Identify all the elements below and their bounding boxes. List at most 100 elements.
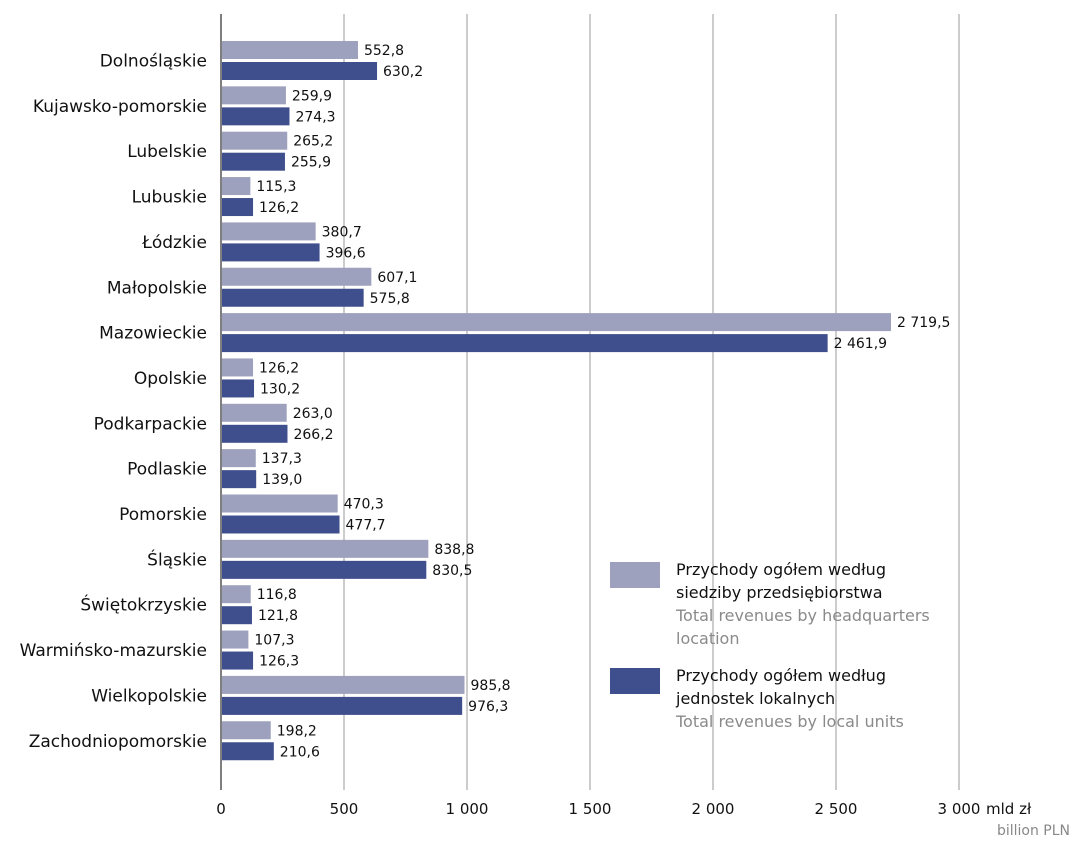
x-tick-label: 2 500 xyxy=(815,800,858,818)
legend-label-local-units-en: Total revenues by local units xyxy=(676,712,904,731)
legend-item-local-units: Przychody ogółem według jednostek lokaln… xyxy=(610,664,1050,733)
value-labels: 552,8 630,2 259,9 274,3 265,2 255,9 115,3 126,2… xyxy=(254,43,950,760)
value-label-hq: 607,1 xyxy=(377,270,417,286)
value-label-local: 126,2 xyxy=(259,200,299,216)
x-tick-label: 3 000 xyxy=(938,800,981,818)
bar-hq xyxy=(222,358,254,377)
x-tick-label: 2 000 xyxy=(692,800,735,818)
bars xyxy=(222,41,891,761)
bar-hq xyxy=(222,267,372,286)
bar-hq xyxy=(222,86,286,105)
bar-local xyxy=(222,152,285,171)
bar-local xyxy=(222,107,290,126)
value-label-local: 130,2 xyxy=(260,381,300,397)
value-label-local: 274,3 xyxy=(295,109,335,125)
legend-label-headquarters: Przychody ogółem według siedziby przedsi… xyxy=(676,560,886,602)
category-label: Podkarpackie xyxy=(94,414,207,434)
value-label-local: 830,5 xyxy=(432,563,472,579)
category-label: Łódzkie xyxy=(141,233,207,253)
legend-label-headquarters-en: Total revenues by headquarters location xyxy=(676,606,930,648)
category-label: Świętokrzyskie xyxy=(80,594,207,616)
bar-hq xyxy=(222,675,465,694)
value-label-local: 2 461,9 xyxy=(834,336,887,352)
value-label-local: 477,7 xyxy=(346,518,386,534)
bar-hq xyxy=(222,313,891,332)
bar-hq xyxy=(222,449,256,468)
category-labels: Dolnośląskie Kujawsko-pomorskie Lubelskie L… xyxy=(20,52,207,752)
value-label-local: 396,6 xyxy=(326,245,366,261)
bar-local xyxy=(222,288,364,307)
x-tick-label: 500 xyxy=(330,800,359,818)
category-label: Warmińsko-mazurskie xyxy=(20,641,207,661)
value-label-hq: 116,8 xyxy=(257,587,297,603)
value-label-hq: 263,0 xyxy=(293,406,333,422)
category-label: Śląskie xyxy=(147,548,207,570)
bar-local xyxy=(222,651,254,670)
bar-hq xyxy=(222,721,271,740)
value-label-hq: 107,3 xyxy=(254,633,294,649)
legend-swatch-local-units xyxy=(610,668,660,694)
bar-local xyxy=(222,470,257,489)
bar-local xyxy=(222,424,288,443)
value-label-hq: 838,8 xyxy=(434,542,474,558)
bar-local xyxy=(222,560,427,579)
bar-local xyxy=(222,606,252,625)
category-label: Lubelskie xyxy=(127,142,207,162)
bar-hq xyxy=(222,403,287,422)
bar-local xyxy=(222,334,828,353)
value-label-hq: 985,8 xyxy=(471,678,511,694)
category-label: Zachodniopomorskie xyxy=(29,732,207,752)
legend-label-local-units: Przychody ogółem według jednostek lokaln… xyxy=(676,666,886,708)
value-label-local: 255,9 xyxy=(291,155,331,171)
grid-lines xyxy=(343,14,960,790)
x-tick-label: 0 xyxy=(216,800,226,818)
value-label-hq: 380,7 xyxy=(322,224,362,240)
x-tick-label: 1 000 xyxy=(446,800,489,818)
value-label-hq: 126,2 xyxy=(259,360,299,376)
category-label: Podlaskie xyxy=(127,460,207,480)
bar-hq xyxy=(222,222,316,241)
bar-hq xyxy=(222,630,249,649)
value-label-hq: 552,8 xyxy=(364,43,404,59)
value-label-hq: 259,9 xyxy=(292,88,332,104)
value-label-local: 976,3 xyxy=(468,699,508,715)
value-label-local: 139,0 xyxy=(262,472,302,488)
value-label-local: 126,3 xyxy=(259,654,299,670)
bar-local xyxy=(222,198,254,217)
bar-local xyxy=(222,515,340,534)
bar-local xyxy=(222,742,274,761)
category-label: Dolnośląskie xyxy=(100,52,207,72)
value-label-local: 210,6 xyxy=(280,744,320,760)
value-label-local: 630,2 xyxy=(383,64,423,80)
bar-hq xyxy=(222,585,251,604)
value-label-hq: 137,3 xyxy=(262,451,302,467)
category-label: Lubuskie xyxy=(132,188,207,208)
bar-local xyxy=(222,62,378,80)
value-label-local: 575,8 xyxy=(370,291,410,307)
x-tick-label: 1 500 xyxy=(569,800,612,818)
bar-hq xyxy=(222,539,429,558)
category-label: Opolskie xyxy=(134,369,207,389)
legend: Przychody ogółem według siedziby przedsi… xyxy=(610,558,1050,747)
category-label: Pomorskie xyxy=(119,505,207,525)
value-label-hq: 2 719,5 xyxy=(897,315,950,331)
category-label: Małopolskie xyxy=(107,278,207,298)
value-label-hq: 115,3 xyxy=(256,179,296,195)
x-unit-label: mld zł xyxy=(986,800,1032,818)
x-tick-labels: 0 500 1 000 1 500 2 000 2 500 3 000 xyxy=(216,800,980,818)
x-unit-label-en: billion PLN xyxy=(997,823,1070,839)
bar-hq xyxy=(222,177,251,196)
bar-local xyxy=(222,696,463,715)
bar-hq xyxy=(222,41,358,59)
bar-hq xyxy=(222,494,338,513)
category-label: Mazowieckie xyxy=(99,324,207,344)
value-label-hq: 470,3 xyxy=(344,497,384,513)
value-label-local: 121,8 xyxy=(258,608,298,624)
legend-item-headquarters: Przychody ogółem według siedziby przedsi… xyxy=(610,558,1050,650)
bar-hq xyxy=(222,131,288,150)
value-label-hq: 265,2 xyxy=(293,134,333,150)
value-label-local: 266,2 xyxy=(293,427,333,443)
category-label: Wielkopolskie xyxy=(91,686,207,706)
category-label: Kujawsko-pomorskie xyxy=(33,97,207,117)
